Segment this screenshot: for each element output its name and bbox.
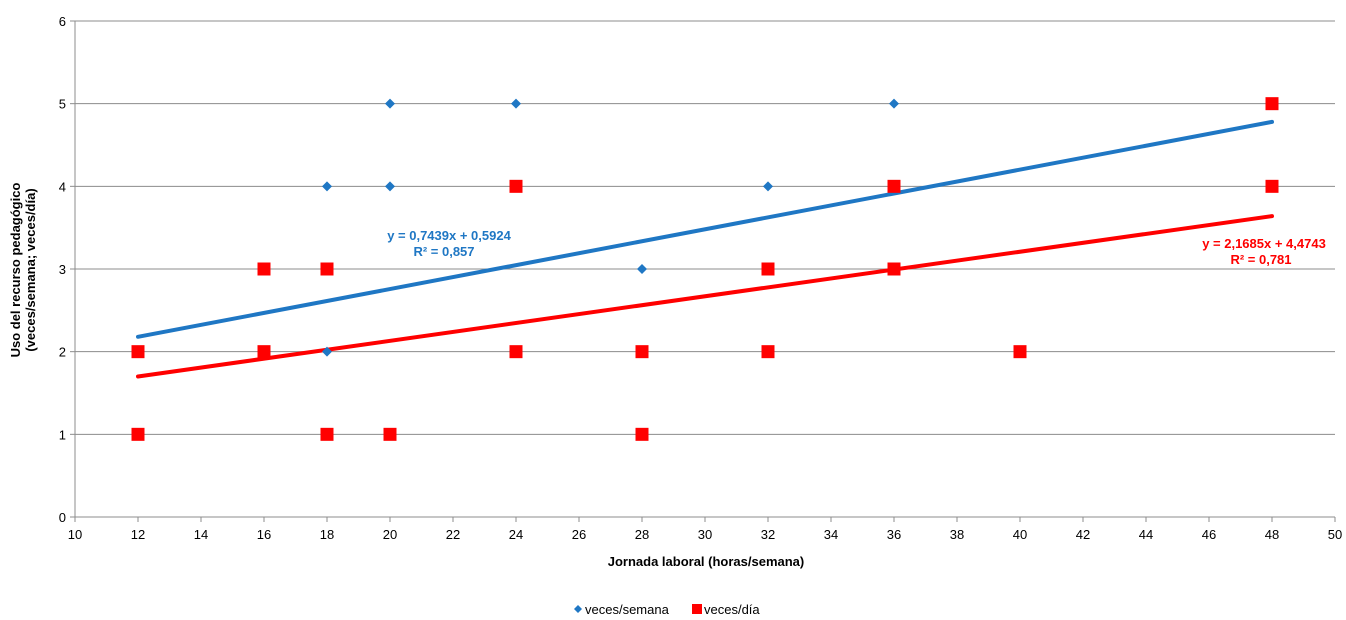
x-tick-label-12: 12 [131,527,145,542]
point-veces-d-a-13 [887,179,901,193]
point-veces-semana-5 [385,98,395,109]
y-tick-label-6: 6 [59,14,66,29]
y-axis-title-line-1: Uso del recurso pedagógico [8,183,23,358]
point-veces-d-a-4 [320,262,334,276]
legend-label-veces-dia: veces/día [704,602,760,617]
x-tick-labels: 10 12 14 16 18 20 22 24 26 28 30 32 34 36 38 40 42 44 46 48… [68,527,1342,542]
point-veces-semana-7 [637,264,647,274]
point-veces-d-a-6 [383,427,397,441]
point-veces-d-a-10 [635,427,649,441]
x-axis-title: Jornada laboral (horas/semana) [608,554,805,569]
point-veces-d-a-12 [761,345,775,359]
legend-marker-veces-dia [692,604,702,614]
point-veces-semana-6 [511,98,521,109]
data-points [131,97,1279,441]
point-veces-d-a-15 [1013,345,1027,359]
point-veces-d-a-14 [887,262,901,276]
y-axis-title-line-2: (veces/semana; veces/día) [23,188,38,351]
x-tick-label-44: 44 [1139,527,1153,542]
trend-r2-blue: R² = 0,857 [413,244,474,259]
point-veces-semana-3 [322,181,332,192]
x-tick-label-14: 14 [194,527,208,542]
y-tick-label-3: 3 [59,262,66,277]
x-tick-label-30: 30 [698,527,712,542]
point-veces-d-a-7 [509,179,523,193]
trend-annotation-red: y = 2,1685x + 4,4743 R² = 0,781 [1202,236,1326,267]
y-tick-label-4: 4 [59,179,66,194]
x-tick-label-34: 34 [824,527,838,542]
legend-marker-veces-semana [574,605,582,613]
x-tick-label-26: 26 [572,527,586,542]
point-veces-d-a-0 [131,345,145,359]
trendlines [136,119,1274,379]
point-veces-d-a-9 [635,345,649,359]
point-veces-d-a-8 [509,345,523,359]
y-tick-label-1: 1 [59,427,66,442]
point-veces-semana-2 [322,346,332,357]
x-tick-label-42: 42 [1076,527,1090,542]
y-tick-label-5: 5 [59,97,66,112]
trend-annotation-blue: y = 0,7439x + 0,5924 R² = 0,857 [387,228,511,259]
legend: veces/semana veces/día [574,602,760,617]
point-veces-d-a-11 [761,262,775,276]
grid-lines [75,20,1335,435]
point-veces-semana-9 [889,98,899,109]
point-veces-semana-8 [763,181,773,192]
y-tick-label-0: 0 [59,510,66,525]
x-tick-label-40: 40 [1013,527,1027,542]
trend-equation-blue: y = 0,7439x + 0,5924 [387,228,511,243]
trendline-veces-semana [136,119,1274,339]
x-tick-label-36: 36 [887,527,901,542]
point-veces-d-a-3 [257,345,271,359]
point-veces-d-a-16 [1265,97,1279,111]
x-tick-label-48: 48 [1265,527,1279,542]
point-veces-d-a-17 [1265,179,1279,193]
y-axis-title: Uso del recurso pedagógico (veces/semana… [8,183,38,358]
point-veces-d-a-5 [320,427,334,441]
x-tick-label-24: 24 [509,527,523,542]
x-tick-label-46: 46 [1202,527,1216,542]
x-tick-label-32: 32 [761,527,775,542]
x-tick-label-38: 38 [950,527,964,542]
y-tick-labels: 0 1 2 3 4 5 6 [59,14,66,525]
point-veces-d-a-1 [131,427,145,441]
x-tick-label-28: 28 [635,527,649,542]
trend-r2-red: R² = 0,781 [1230,252,1291,267]
x-tick-label-10: 10 [68,527,82,542]
trend-equation-red: y = 2,1685x + 4,4743 [1202,236,1326,251]
x-tick-label-20: 20 [383,527,397,542]
trendline-veces-d-a [136,214,1274,379]
x-tick-label-50: 50 [1328,527,1342,542]
y-tick-label-2: 2 [59,345,66,360]
x-tick-label-22: 22 [446,527,460,542]
legend-label-veces-semana: veces/semana [585,602,670,617]
point-veces-d-a-2 [257,262,271,276]
x-tick-label-18: 18 [320,527,334,542]
axes [70,20,1336,522]
x-tick-label-16: 16 [257,527,271,542]
point-veces-semana-4 [385,181,395,192]
